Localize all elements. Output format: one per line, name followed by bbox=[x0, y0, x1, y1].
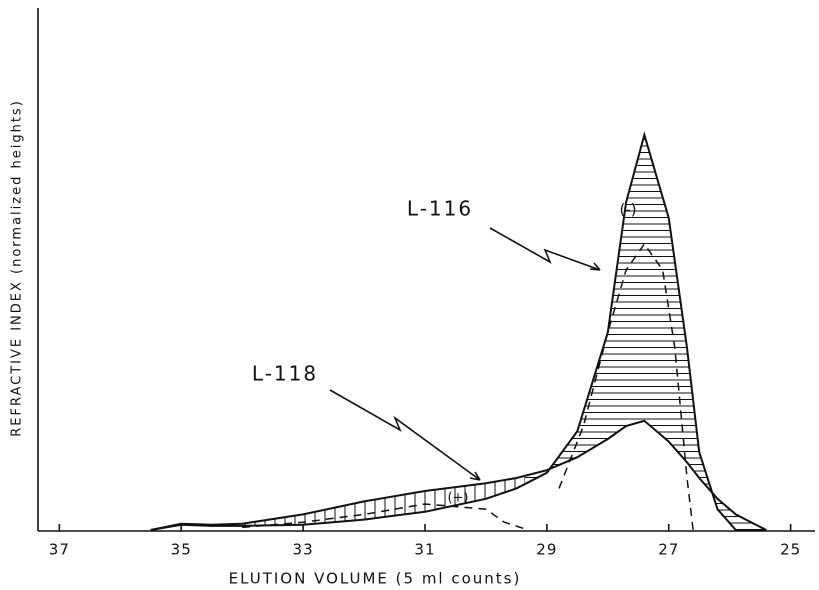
annotation: (+) bbox=[447, 491, 468, 506]
hatch bbox=[525, 134, 767, 530]
line bbox=[242, 242, 694, 531]
x-axis-label: ELUTION VOLUME (5 ml counts) bbox=[229, 570, 522, 588]
x-tick-label: 29 bbox=[536, 541, 557, 559]
arrow bbox=[329, 389, 481, 481]
x-tick-label: 35 bbox=[171, 541, 192, 559]
line bbox=[150, 131, 767, 531]
annotation: (-) bbox=[619, 201, 636, 219]
line bbox=[150, 419, 767, 531]
x-tick-label: 37 bbox=[49, 541, 70, 559]
x-tick-label: 31 bbox=[414, 541, 435, 559]
series-label: L-116 bbox=[407, 197, 473, 221]
x-tick-label: 33 bbox=[293, 541, 314, 559]
y-axis-label: REFRACTIVE INDEX (normalized heights) bbox=[10, 99, 25, 437]
x-tick-label: 27 bbox=[658, 541, 679, 559]
arrow bbox=[489, 227, 601, 271]
series-label: L-118 bbox=[252, 362, 318, 386]
x-tick-label: 25 bbox=[780, 541, 801, 559]
